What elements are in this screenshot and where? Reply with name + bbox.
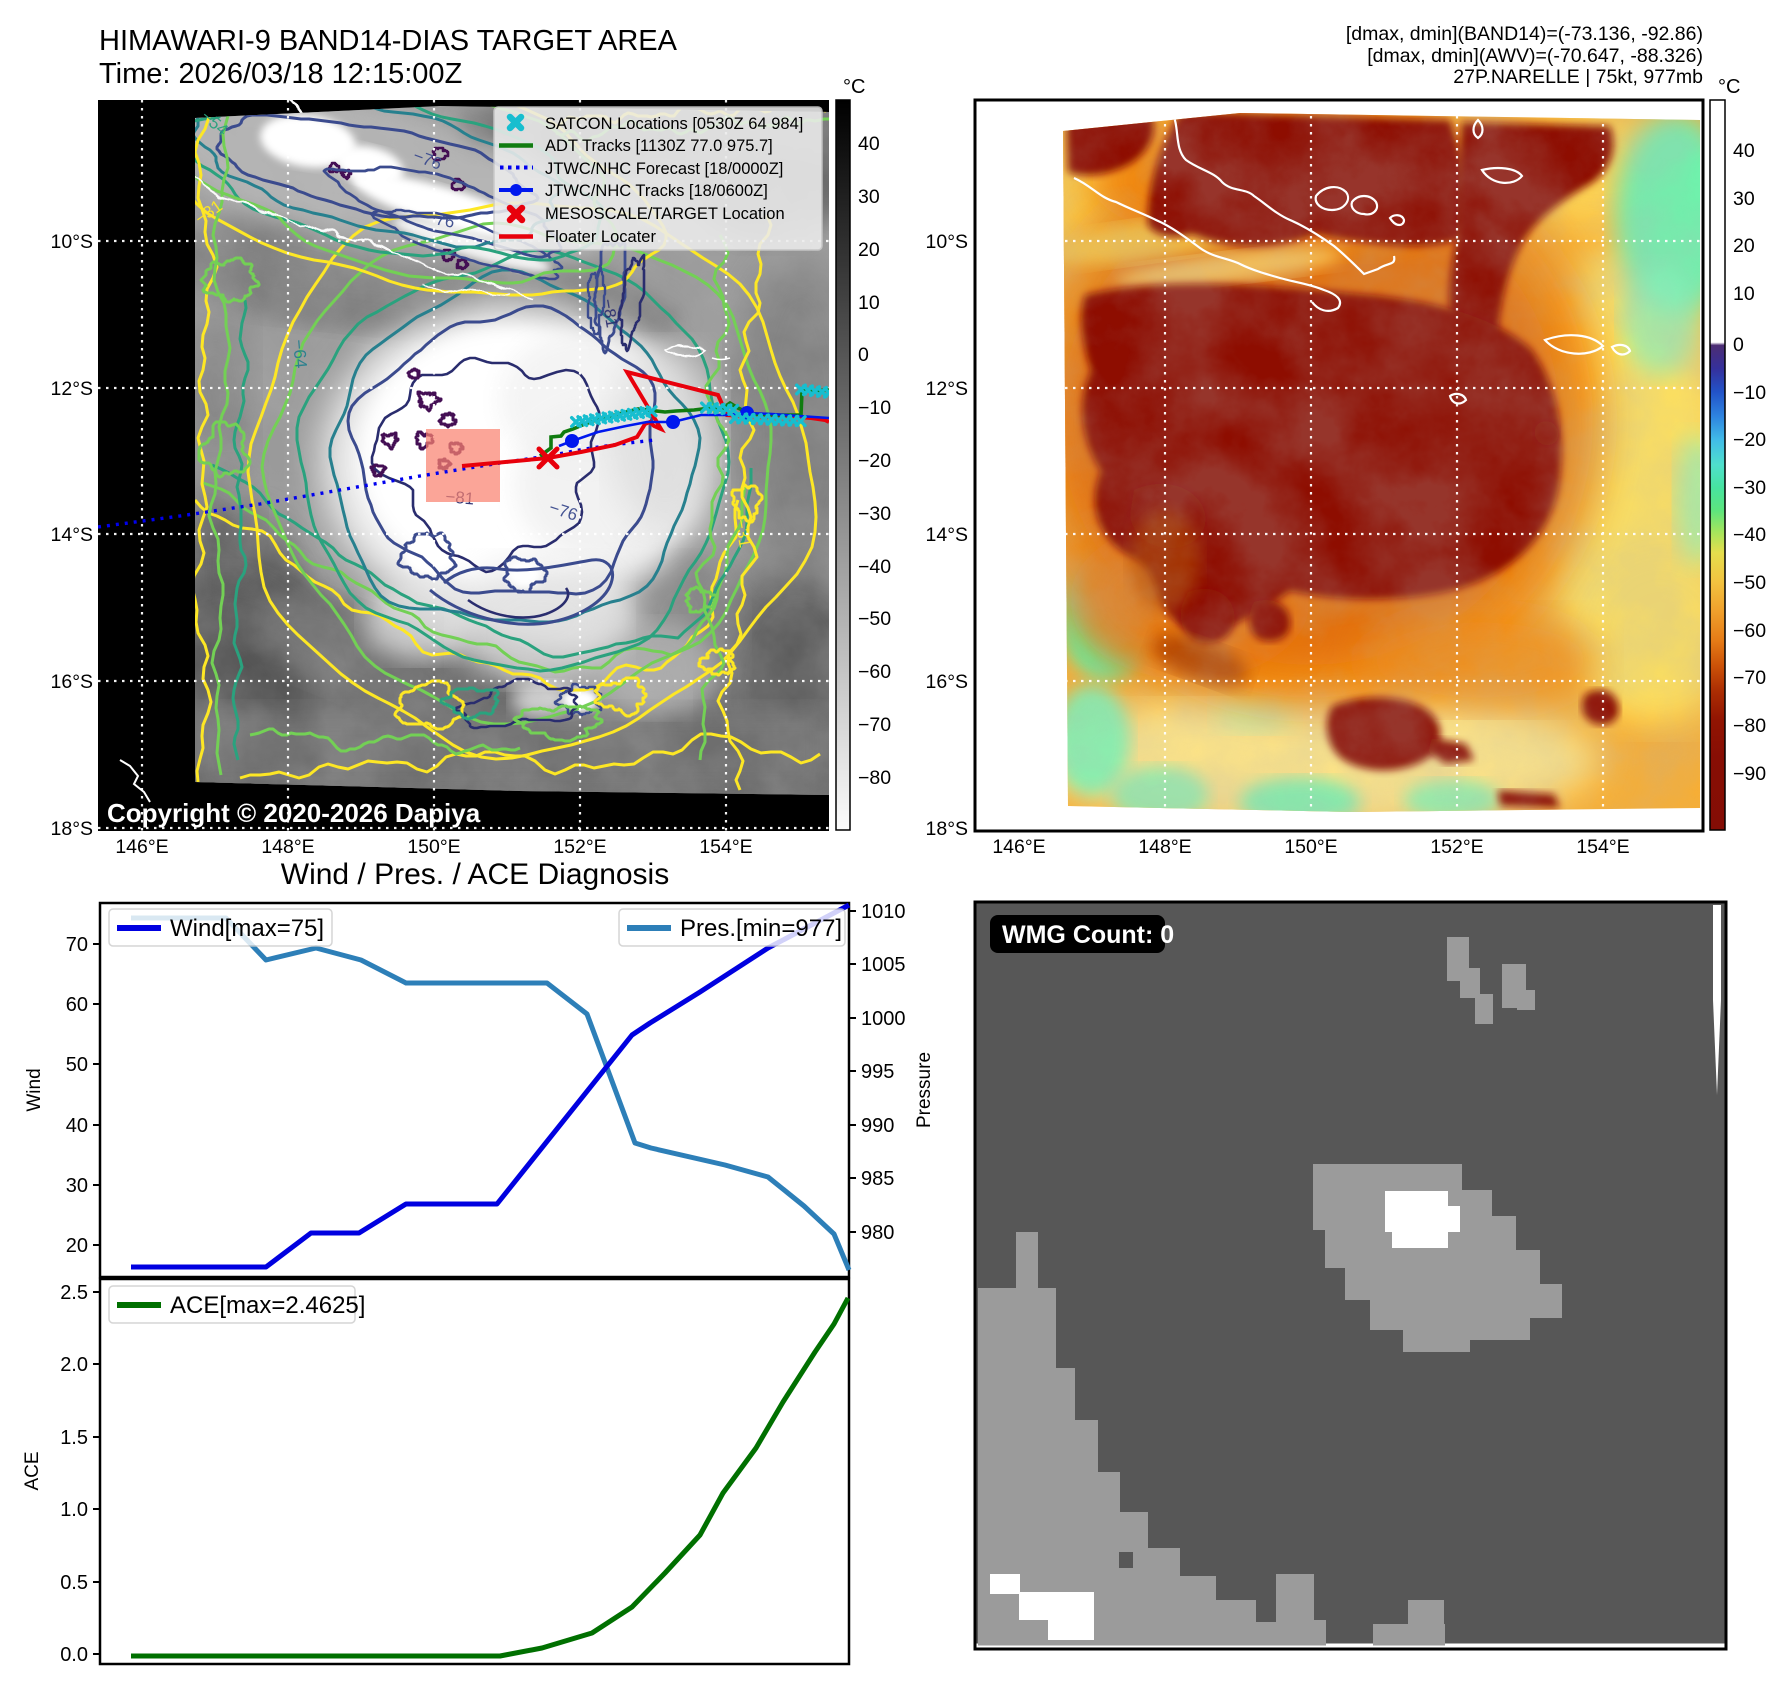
svg-text:1010: 1010 [861, 901, 906, 923]
svg-text:10°S: 10°S [926, 231, 969, 253]
svg-text:980: 980 [861, 1222, 894, 1244]
svg-text:[dmax, dmin](BAND14)=(-73.136,: [dmax, dmin](BAND14)=(-73.136, -92.86) [1346, 23, 1703, 45]
svg-text:−80: −80 [1733, 715, 1766, 737]
svg-text:18°S: 18°S [926, 818, 969, 840]
svg-text:10: 10 [1733, 283, 1755, 305]
svg-text:MESOSCALE/TARGET Location: MESOSCALE/TARGET Location [545, 205, 785, 223]
svg-text:−50: −50 [1733, 572, 1766, 594]
svg-text:SATCON Locations [0530Z 64 984: SATCON Locations [0530Z 64 984] [545, 115, 803, 133]
svg-text:1005: 1005 [861, 954, 906, 976]
svg-text:2.0: 2.0 [60, 1354, 88, 1376]
svg-text:995: 995 [861, 1061, 894, 1083]
svg-text:16°S: 16°S [926, 671, 969, 693]
svg-text:154°E: 154°E [699, 836, 752, 858]
svg-text:0: 0 [858, 344, 869, 366]
svg-text:12°S: 12°S [51, 378, 94, 400]
svg-text:150°E: 150°E [1284, 836, 1337, 858]
svg-text:HIMAWARI-9 BAND14-DIAS TARGET: HIMAWARI-9 BAND14-DIAS TARGET AREA [99, 25, 678, 57]
svg-text:−80: −80 [858, 767, 891, 789]
svg-text:0.5: 0.5 [60, 1572, 88, 1594]
svg-text:20: 20 [1733, 235, 1755, 257]
svg-text:−81: −81 [598, 297, 622, 329]
svg-text:−10: −10 [1733, 382, 1766, 404]
svg-text:70: 70 [66, 934, 88, 956]
svg-text:1000: 1000 [861, 1008, 906, 1030]
svg-text:30: 30 [66, 1175, 88, 1197]
svg-text:154°E: 154°E [1576, 836, 1629, 858]
svg-text:1.5: 1.5 [60, 1427, 88, 1449]
svg-text:150°E: 150°E [407, 836, 460, 858]
svg-text:152°E: 152°E [1430, 836, 1483, 858]
svg-text:40: 40 [858, 133, 880, 155]
svg-text:−20: −20 [858, 450, 891, 472]
svg-text:−60: −60 [858, 661, 891, 683]
svg-text:Pressure: Pressure [914, 1052, 935, 1128]
svg-text:ADT Tracks [1130Z 77.0 975.7]: ADT Tracks [1130Z 77.0 975.7] [545, 137, 773, 155]
svg-text:40: 40 [66, 1115, 88, 1137]
svg-text:Floater Locater: Floater Locater [545, 228, 656, 246]
svg-text:14°S: 14°S [51, 524, 94, 546]
svg-text:−20: −20 [1733, 429, 1766, 451]
svg-text:−31: −31 [731, 517, 755, 549]
svg-text:30: 30 [1733, 188, 1755, 210]
svg-text:ACE[max=2.4625]: ACE[max=2.4625] [170, 1292, 365, 1319]
svg-text:−10: −10 [858, 397, 891, 419]
svg-text:10°S: 10°S [51, 231, 94, 253]
svg-text:148°E: 148°E [1138, 836, 1191, 858]
svg-text:−90: −90 [1733, 763, 1766, 785]
svg-text:27P.NARELLE | 75kt, 977mb: 27P.NARELLE | 75kt, 977mb [1453, 66, 1703, 88]
svg-text:JTWC/NHC Tracks [18/0600Z]: JTWC/NHC Tracks [18/0600Z] [545, 182, 768, 200]
svg-text:50: 50 [66, 1054, 88, 1076]
svg-text:−70: −70 [858, 714, 891, 736]
svg-text:990: 990 [861, 1115, 894, 1137]
svg-text:152°E: 152°E [553, 836, 606, 858]
svg-text:1.0: 1.0 [60, 1499, 88, 1521]
svg-text:10: 10 [858, 292, 880, 314]
svg-text:−64: −64 [289, 339, 310, 369]
svg-text:0: 0 [1733, 334, 1744, 356]
svg-text:20: 20 [66, 1235, 88, 1257]
svg-text:40: 40 [1733, 140, 1755, 162]
svg-text:Wind / Pres. / ACE Diagnosis: Wind / Pres. / ACE Diagnosis [281, 858, 669, 891]
svg-text:146°E: 146°E [992, 836, 1045, 858]
svg-text:0.0: 0.0 [60, 1644, 88, 1666]
svg-text:Time: 2026/03/18 12:15:00Z: Time: 2026/03/18 12:15:00Z [99, 58, 462, 90]
svg-text:14°S: 14°S [926, 524, 969, 546]
svg-text:ACE: ACE [22, 1451, 43, 1490]
svg-text:148°E: 148°E [261, 836, 314, 858]
svg-text:30: 30 [858, 186, 880, 208]
svg-text:−40: −40 [1733, 524, 1766, 546]
svg-text:WMG Count: 0: WMG Count: 0 [1002, 921, 1174, 949]
svg-text:2.5: 2.5 [60, 1282, 88, 1304]
svg-text:−70: −70 [1733, 667, 1766, 689]
svg-text:−30: −30 [858, 503, 891, 525]
svg-text:°C: °C [1718, 76, 1740, 98]
svg-text:Wind: Wind [24, 1068, 45, 1111]
svg-text:146°E: 146°E [115, 836, 168, 858]
svg-text:16°S: 16°S [51, 671, 94, 693]
svg-text:−40: −40 [858, 556, 891, 578]
svg-text:−60: −60 [1733, 620, 1766, 642]
svg-text:[dmax, dmin](AWV)=(-70.647, -8: [dmax, dmin](AWV)=(-70.647, -88.326) [1367, 45, 1703, 67]
svg-text:60: 60 [66, 994, 88, 1016]
svg-text:985: 985 [861, 1168, 894, 1190]
svg-text:°C: °C [843, 76, 865, 98]
svg-text:−50: −50 [858, 608, 891, 630]
svg-text:−30: −30 [1733, 477, 1766, 499]
svg-text:18°S: 18°S [51, 818, 94, 840]
svg-text:Wind[max=75]: Wind[max=75] [170, 915, 324, 942]
svg-text:Pres.[min=977]: Pres.[min=977] [680, 915, 842, 942]
svg-text:JTWC/NHC Forecast [18/0000Z]: JTWC/NHC Forecast [18/0000Z] [545, 160, 783, 178]
svg-text:12°S: 12°S [926, 378, 969, 400]
svg-text:Copyright © 2020-2026 Dapiya: Copyright © 2020-2026 Dapiya [107, 798, 481, 828]
svg-text:20: 20 [858, 239, 880, 261]
